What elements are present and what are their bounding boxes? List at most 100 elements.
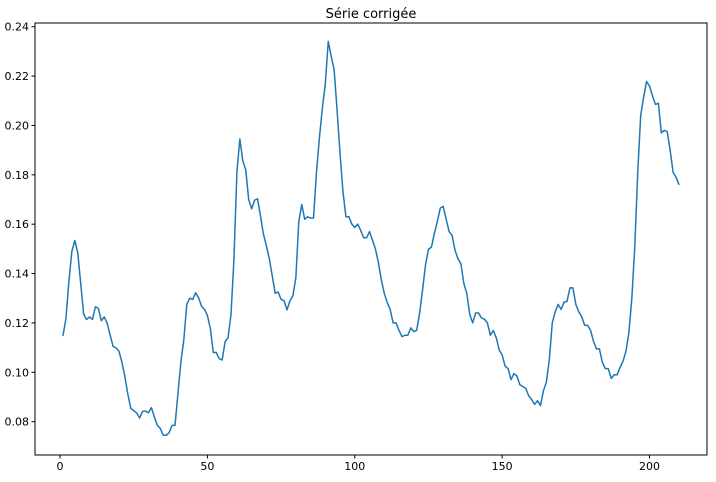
- data-point: [486, 322, 488, 324]
- data-point: [271, 275, 273, 277]
- data-point: [601, 361, 603, 363]
- data-point: [392, 322, 394, 324]
- data-point: [522, 386, 524, 388]
- data-point: [342, 191, 344, 193]
- data-point: [537, 400, 539, 402]
- data-point: [395, 322, 397, 324]
- data-point: [478, 312, 480, 314]
- data-point: [124, 376, 126, 378]
- data-point: [189, 297, 191, 299]
- x-tick-label: 200: [639, 460, 660, 473]
- data-point: [646, 81, 648, 83]
- data-point: [248, 199, 250, 200]
- data-point: [433, 232, 435, 234]
- data-point: [206, 315, 208, 317]
- data-point: [203, 308, 205, 310]
- data-point: [209, 328, 211, 330]
- y-tick-label: 0.16: [5, 218, 30, 231]
- data-point: [445, 218, 447, 220]
- data-point: [145, 410, 147, 412]
- data-point: [147, 412, 149, 414]
- data-point: [398, 329, 400, 331]
- data-point: [245, 169, 247, 171]
- data-point: [130, 407, 132, 409]
- data-point: [489, 334, 491, 336]
- data-point: [195, 292, 197, 294]
- data-point: [663, 129, 665, 131]
- data-point: [593, 340, 595, 342]
- data-point: [215, 352, 217, 354]
- data-point: [156, 424, 158, 426]
- data-point: [227, 337, 229, 339]
- data-point: [513, 373, 515, 375]
- data-point: [625, 350, 627, 352]
- data-point: [575, 303, 577, 305]
- data-point: [236, 171, 238, 173]
- data-point: [519, 384, 521, 386]
- data-point: [672, 171, 674, 173]
- data-point: [628, 332, 630, 334]
- data-point: [186, 303, 188, 305]
- data-point: [451, 234, 453, 236]
- data-point: [142, 410, 144, 412]
- data-point: [416, 329, 418, 331]
- data-point: [360, 229, 362, 231]
- data-point: [80, 282, 82, 284]
- data-point: [539, 405, 541, 407]
- data-point: [277, 291, 279, 293]
- data-point: [554, 311, 556, 313]
- data-point: [139, 417, 141, 419]
- data-point: [198, 297, 200, 299]
- data-point: [307, 216, 309, 218]
- data-point: [498, 349, 500, 351]
- data-point: [389, 308, 391, 310]
- data-point: [71, 251, 73, 253]
- data-point: [675, 176, 677, 178]
- data-point: [584, 324, 586, 326]
- data-point: [168, 432, 170, 434]
- data-point: [218, 358, 220, 360]
- data-point: [495, 337, 497, 339]
- data-point: [91, 318, 93, 320]
- data-point: [410, 327, 412, 329]
- data-point: [634, 245, 636, 247]
- data-point: [292, 295, 294, 297]
- y-tick-label: 0.24: [5, 21, 30, 34]
- data-point: [534, 403, 536, 405]
- data-point: [333, 69, 335, 71]
- data-point: [669, 149, 671, 151]
- data-point: [136, 412, 138, 414]
- data-point: [348, 216, 350, 218]
- data-point: [97, 307, 99, 309]
- data-point: [327, 41, 329, 43]
- data-point: [171, 424, 173, 426]
- data-point: [366, 237, 368, 239]
- data-point: [422, 289, 424, 291]
- data-point: [301, 203, 303, 205]
- data-point: [430, 246, 432, 248]
- data-point: [174, 424, 176, 426]
- data-point: [386, 301, 388, 303]
- data-point: [457, 258, 459, 260]
- data-point: [475, 312, 477, 314]
- data-point: [427, 248, 429, 250]
- data-point: [374, 248, 376, 250]
- plot-frame: [34, 22, 708, 456]
- data-point: [318, 137, 320, 139]
- data-point: [165, 434, 167, 436]
- data-point: [622, 360, 624, 362]
- data-point: [274, 292, 276, 294]
- data-point: [357, 223, 359, 225]
- data-point: [330, 55, 332, 57]
- data-point: [542, 390, 544, 392]
- data-point: [259, 215, 261, 217]
- data-point: [239, 138, 241, 140]
- data-point: [62, 335, 64, 337]
- data-point: [221, 359, 223, 361]
- data-point: [436, 221, 438, 223]
- data-point: [657, 102, 659, 104]
- data-point: [472, 322, 474, 324]
- data-point: [649, 85, 651, 87]
- data-point: [127, 393, 129, 395]
- data-point: [560, 308, 562, 310]
